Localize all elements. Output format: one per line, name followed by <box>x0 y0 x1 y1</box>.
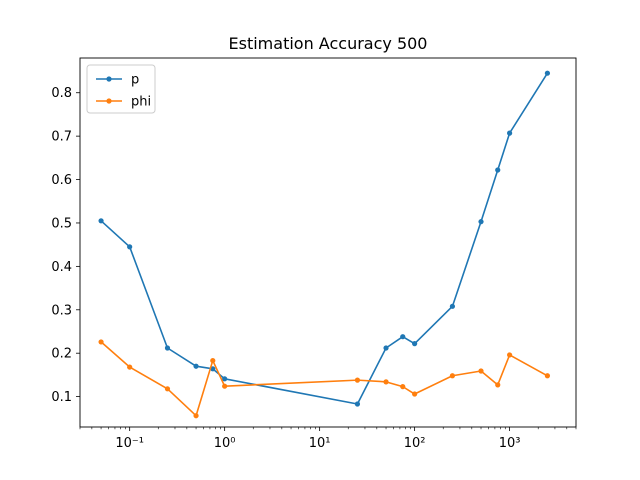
data-point-phi <box>544 373 551 379</box>
x-tick-label: 10¹ <box>309 436 331 451</box>
legend-label-phi: phi <box>131 95 151 110</box>
data-point-phi <box>193 413 199 419</box>
data-point-p <box>354 401 361 407</box>
y-tick-label: 0.1 <box>51 390 72 405</box>
chart-title: Estimation Accuracy 500 <box>229 34 428 53</box>
data-point-phi <box>383 379 389 385</box>
data-point-p <box>507 130 513 136</box>
data-point-p <box>495 167 501 173</box>
y-tick-label: 0.6 <box>51 173 72 188</box>
data-point-phi <box>98 339 104 345</box>
data-point-phi <box>210 357 216 364</box>
legend-label-p: p <box>131 73 139 88</box>
data-point-phi <box>400 384 406 390</box>
data-point-phi <box>222 383 228 389</box>
data-point-phi <box>354 377 361 383</box>
y-tick-label: 0.5 <box>51 216 72 231</box>
data-point-phi <box>412 391 418 397</box>
data-point-p <box>544 70 551 76</box>
data-point-phi <box>164 386 171 392</box>
data-point-p <box>383 345 389 351</box>
y-tick-label: 0.8 <box>51 86 72 101</box>
x-tick-label: 10³ <box>499 436 521 451</box>
legend: p phi <box>86 64 156 114</box>
data-point-p <box>449 303 456 309</box>
data-point-phi <box>127 364 133 370</box>
data-point-p <box>98 218 104 224</box>
x-tick-label: 10⁻¹ <box>115 436 144 451</box>
y-tick-label: 0.7 <box>51 130 72 145</box>
plot-area: 10⁻¹ 10⁰ 10¹ 10² 10³ 0.1 0.2 0.3 0.4 0.5 0.6 0.7 0.8 <box>51 57 577 451</box>
data-point-p <box>193 363 199 369</box>
data-point-phi <box>495 382 501 388</box>
data-point-p <box>127 244 133 250</box>
data-point-p <box>400 334 406 340</box>
x-tick-label: 10² <box>404 436 426 451</box>
legend-marker-phi <box>106 98 112 104</box>
data-point-p <box>164 345 171 351</box>
data-point-phi <box>478 368 484 374</box>
y-tick-label: 0.3 <box>51 303 72 318</box>
legend-marker-p <box>106 76 112 82</box>
y-tick-label: 0.2 <box>51 347 72 362</box>
data-point-p <box>412 341 418 347</box>
data-point-p <box>222 376 228 382</box>
data-point-phi <box>449 373 456 379</box>
x-tick-label: 10⁰ <box>214 436 236 451</box>
axes-frame <box>79 57 577 428</box>
data-point-phi <box>507 352 513 358</box>
data-point-p <box>478 219 484 225</box>
y-tick-label: 0.4 <box>51 260 72 275</box>
